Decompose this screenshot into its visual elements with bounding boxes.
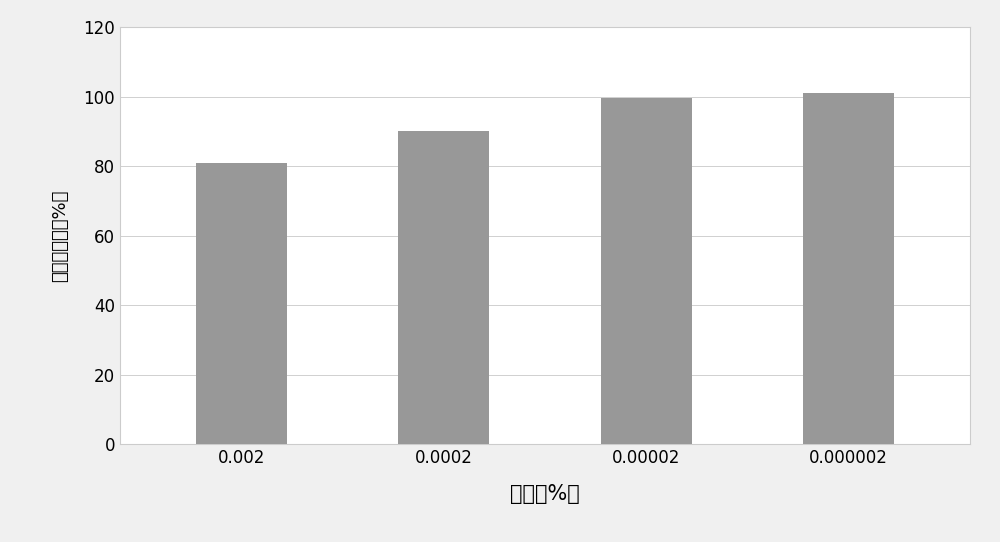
Bar [601, 99, 692, 444]
Bar [196, 163, 287, 444]
X-axis label: 浓度（%）: 浓度（%） [510, 484, 580, 504]
Y-axis label: 细胞存活率（%）: 细胞存活率（%） [52, 190, 70, 282]
Bar [803, 93, 894, 444]
Bar [398, 132, 489, 444]
